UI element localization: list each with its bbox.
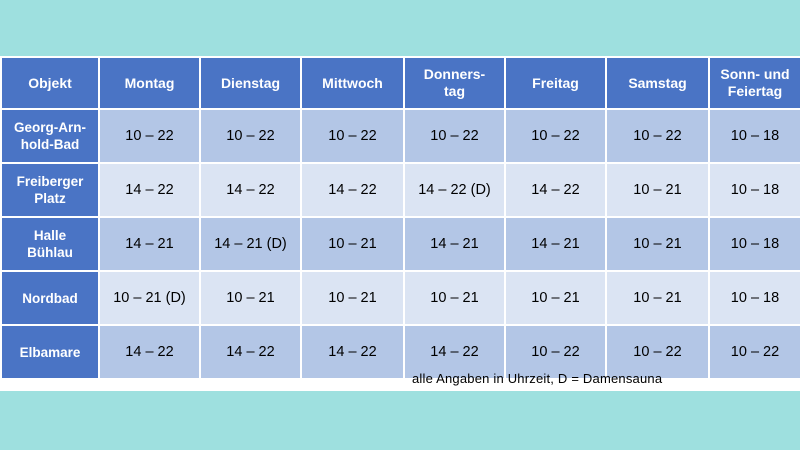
hours-cell: 14 – 22 <box>199 324 302 380</box>
hours-cell: 10 – 18 <box>708 108 800 164</box>
hours-cell: 10 – 22 <box>300 108 405 164</box>
hours-cell: 14 – 22 <box>98 324 201 380</box>
hours-cell: 14 – 21 <box>403 216 506 272</box>
hours-cell: 10 – 18 <box>708 270 800 326</box>
hours-cell: 10 – 21 <box>605 216 710 272</box>
hours-cell: 10 – 22 <box>708 324 800 380</box>
hours-cell: 14 – 22 <box>403 324 506 380</box>
row-object-name: Georg-Arn-hold-Bad <box>0 108 100 164</box>
hours-cell: 14 – 22 <box>98 162 201 218</box>
hours-cell: 10 – 21 <box>300 270 405 326</box>
hours-cell: 10 – 22 <box>403 108 506 164</box>
hours-cell: 10 – 22 <box>605 108 710 164</box>
hours-cell: 10 – 22 <box>504 324 607 380</box>
table-row: Halle Bühlau 14 – 21 14 – 21 (D) 10 – 21 14 –… <box>0 216 800 272</box>
hours-cell: 10 – 21 <box>605 270 710 326</box>
hours-cell: 10 – 18 <box>708 162 800 218</box>
table-row: Freiberger Platz 14 – 22 14 – 22 14 – 22 14 –… <box>0 162 800 218</box>
hours-cell: 10 – 22 <box>199 108 302 164</box>
hours-cell: 10 – 21 <box>403 270 506 326</box>
header-objekt: Objekt <box>0 56 100 110</box>
header-samstag: Samstag <box>605 56 710 110</box>
header-row: Objekt Montag Dienstag Mittwoch Donners-… <box>0 56 800 110</box>
hours-cell: 10 – 18 <box>708 216 800 272</box>
table-row: Elbamare 14 – 22 14 – 22 14 – 22 14 – 22 10 –… <box>0 324 800 380</box>
table-row: Nordbad 10 – 21 (D) 10 – 21 10 – 21 10 – 21 1… <box>0 270 800 326</box>
row-object-name: Halle Bühlau <box>0 216 100 272</box>
table-row: Georg-Arn-hold-Bad 10 – 22 10 – 22 10 – 22 1… <box>0 108 800 164</box>
hours-cell: 10 – 22 <box>98 108 201 164</box>
hours-cell: 10 – 22 <box>504 108 607 164</box>
hours-cell: 10 – 21 <box>605 162 710 218</box>
hours-cell: 10 – 22 <box>605 324 710 380</box>
hours-cell: 10 – 21 <box>199 270 302 326</box>
row-object-name: Freiberger Platz <box>0 162 100 218</box>
hours-cell: 14 – 22 <box>199 162 302 218</box>
row-object-name: Nordbad <box>0 270 100 326</box>
row-object-name: Elbamare <box>0 324 100 380</box>
header-donnerstag: Donners-tag <box>403 56 506 110</box>
hours-cell: 14 – 22 <box>504 162 607 218</box>
hours-cell: 14 – 22 <box>300 324 405 380</box>
header-dienstag: Dienstag <box>199 56 302 110</box>
hours-cell: 10 – 21 <box>300 216 405 272</box>
hours-cell: 14 – 21 (D) <box>199 216 302 272</box>
hours-cell: 10 – 21 <box>504 270 607 326</box>
slide: Objekt Montag Dienstag Mittwoch Donners-… <box>0 56 800 391</box>
header-sonn-feiertag: Sonn- und Feiertag <box>708 56 800 110</box>
header-mittwoch: Mittwoch <box>300 56 405 110</box>
opening-hours-table: Objekt Montag Dienstag Mittwoch Donners-… <box>0 56 800 380</box>
hours-cell: 14 – 21 <box>504 216 607 272</box>
footnote: alle Angaben in Uhrzeit, D = Damensauna <box>412 371 663 386</box>
header-montag: Montag <box>98 56 201 110</box>
hours-cell: 14 – 21 <box>98 216 201 272</box>
hours-cell: 10 – 21 (D) <box>98 270 201 326</box>
hours-cell: 14 – 22 (D) <box>403 162 506 218</box>
header-freitag: Freitag <box>504 56 607 110</box>
hours-cell: 14 – 22 <box>300 162 405 218</box>
